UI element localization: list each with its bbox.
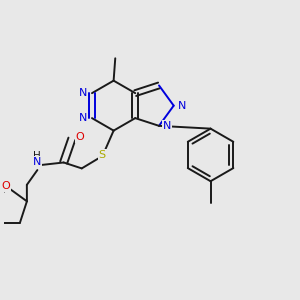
Text: S: S — [99, 150, 106, 160]
Text: N: N — [178, 100, 186, 111]
Text: H: H — [33, 151, 41, 161]
Text: O: O — [76, 132, 85, 142]
Text: N: N — [79, 113, 87, 123]
Text: N: N — [79, 88, 87, 98]
Text: O: O — [1, 182, 10, 191]
Text: N: N — [32, 157, 41, 167]
Text: N: N — [163, 121, 171, 131]
